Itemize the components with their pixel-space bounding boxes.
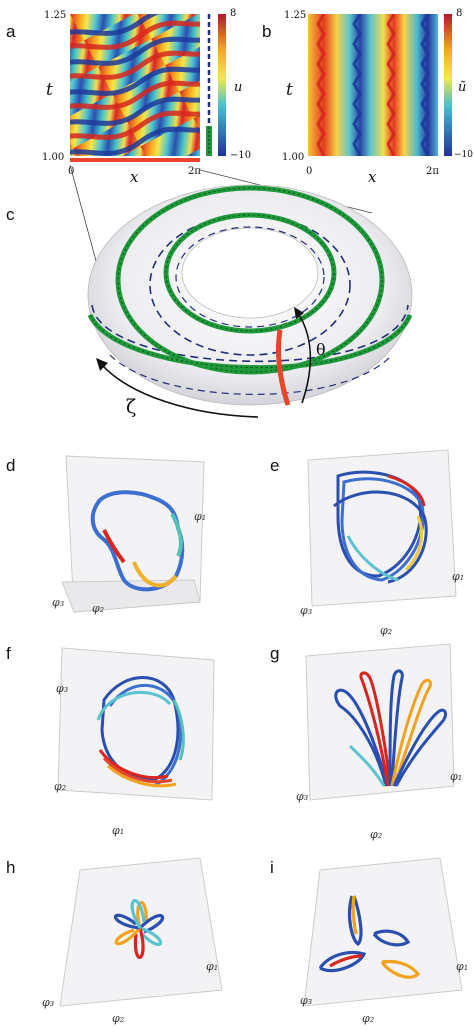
e-ax2: φ₃ (300, 604, 313, 617)
h-ax1: φ₂ (112, 1012, 125, 1025)
phase-plot-g (305, 643, 455, 801)
a-time-marker (206, 14, 212, 156)
a-heatmap (70, 14, 200, 156)
f-ax1: φ₁ (112, 824, 125, 837)
e-ax1: φ₂ (380, 624, 393, 637)
panel-label-d: d (6, 456, 16, 475)
phase-plot-d (61, 455, 205, 613)
arrow-theta-icon (297, 312, 312, 404)
phase-plot-i (303, 857, 463, 1007)
panel-label-a: a (6, 22, 16, 41)
panel-label-h: h (6, 858, 16, 877)
theta-label: θ (316, 340, 326, 359)
f-ax2: φ₃ (56, 682, 69, 695)
b-cbar-max: 8 (456, 8, 463, 19)
b-cbar-label: ũ (458, 80, 467, 95)
zeta-label: ζ (126, 396, 137, 418)
panel-label-i: i (270, 858, 274, 877)
f-ax3: φ₂ (54, 780, 67, 793)
a-ytick-bottom: 1.00 (42, 152, 65, 163)
a-xtick-left: 0 (68, 166, 75, 177)
b-ytick-top: 1.25 (284, 10, 307, 21)
a-cbar-max: 8 (230, 8, 237, 19)
g-ax3: φ₁ (450, 770, 463, 783)
arrow-zeta-icon (101, 364, 259, 418)
panel-label-e: e (270, 456, 280, 475)
b-xtick-right: 2π (426, 166, 439, 177)
a-ytick-top: 1.25 (44, 10, 67, 21)
h-ax2: φ₃ (42, 996, 55, 1009)
d-ax3: φ₃ (52, 596, 65, 609)
g-ax1: φ₂ (370, 828, 383, 841)
a-xlabel: x (130, 168, 139, 186)
phase-plot-e (307, 449, 457, 607)
a-x-axis-bar (70, 158, 200, 162)
panel-label-f: f (6, 644, 11, 663)
a-cbar-label: u (234, 80, 243, 95)
a-cbar-min: −10 (230, 150, 252, 161)
panel-label-c: c (6, 205, 15, 224)
b-ytick-bottom: 1.00 (282, 152, 305, 163)
i-ax2: φ₃ (300, 994, 313, 1007)
phase-plot-f (57, 647, 215, 801)
i-ax3: φ₁ (456, 960, 469, 973)
g-ax2: φ₃ (296, 790, 309, 803)
i-ax1: φ₂ (362, 1012, 375, 1025)
b-colorbar (444, 14, 452, 156)
torus-diagram (69, 165, 413, 418)
b-heatmap (308, 14, 438, 156)
panel-label-g: g (270, 644, 280, 663)
h-ax3: φ₁ (206, 960, 219, 973)
b-xtick-left: 0 (306, 166, 313, 177)
b-ylabel: t (286, 80, 293, 100)
a-ylabel: t (46, 80, 53, 100)
e-ax3: φ₁ (452, 570, 465, 583)
b-xlabel: x (368, 168, 377, 186)
d-ax1: φ₂ (92, 602, 105, 615)
b-cbar-min: −10 (454, 150, 473, 160)
phase-plot-h (59, 857, 223, 1007)
panel-label-b: b (262, 22, 272, 41)
a-xtick-right: 2π (188, 166, 201, 177)
a-colorbar (218, 14, 226, 156)
d-ax2: φ₁ (194, 510, 207, 523)
